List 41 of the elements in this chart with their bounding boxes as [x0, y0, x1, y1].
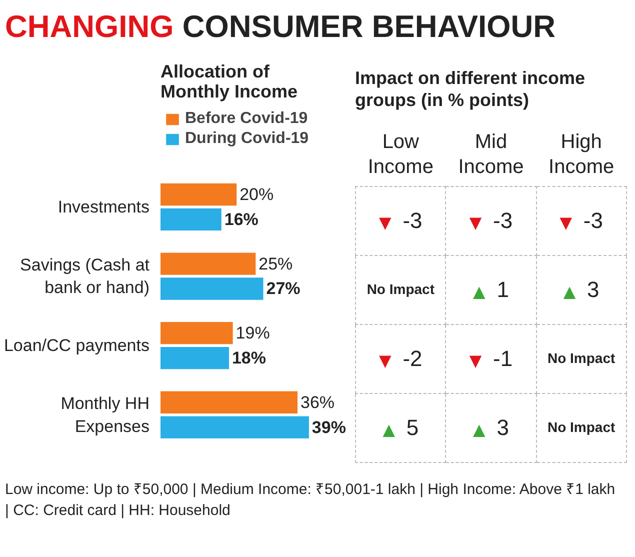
bar [160, 208, 222, 231]
text: ▲ 1 [473, 276, 509, 302]
category-label: Low Income [366, 130, 434, 180]
text: ▼ -1 [469, 346, 513, 371]
text: Low income: Up to ₹50,000 | Medium Income: ₹50,001-1 lakh | High Income: Above ₹1 lakh | CC: Credit card | HH: Household [5, 480, 616, 522]
data-label: 27% [266, 279, 300, 298]
bar [160, 322, 233, 344]
text: ▼ -3 [560, 208, 603, 233]
text: ▼ -3 [469, 208, 513, 233]
data-label: 20% [240, 185, 274, 204]
text: No Impact [366, 281, 434, 298]
category-label: Mid Income [457, 130, 525, 180]
chart-subtitle: Allocation of Monthly Income [160, 62, 298, 102]
bar [160, 278, 264, 300]
text: Impact on different income groups (in % points) [355, 67, 586, 112]
y-tick-label: Investments [58, 197, 150, 216]
text: ▲ 5 [382, 414, 419, 440]
data-label: 36% [300, 392, 335, 412]
text: No Impact [547, 419, 616, 436]
data-label: 16% [224, 210, 258, 229]
legend-label: Before Covid-19 [185, 110, 308, 128]
bar [160, 183, 237, 206]
data-label: 18% [232, 348, 266, 368]
bar [160, 346, 230, 370]
bar [160, 416, 309, 438]
y-tick-label: Savings (Cash at bank or hand) [20, 255, 150, 298]
text: ▲ 3 [473, 414, 509, 440]
text: ▲ 3 [563, 276, 600, 302]
data-label: 39% [312, 418, 346, 437]
y-tick-label: Monthly HH Expenses [60, 394, 150, 436]
category-label: High Income [548, 130, 616, 180]
text: ▼ -2 [379, 346, 422, 371]
text: No Impact [547, 350, 616, 366]
bar [160, 252, 256, 275]
text: ▼ -3 [379, 208, 422, 233]
data-label: 19% [236, 324, 270, 343]
data-label: 25% [258, 254, 293, 274]
bar [160, 391, 298, 414]
chart-title: CHANGING CONSUMER BEHAVIOUR [5, 8, 556, 46]
legend-label: During Covid-19 [185, 130, 309, 148]
y-tick-label: Loan/CC payments [4, 336, 150, 356]
